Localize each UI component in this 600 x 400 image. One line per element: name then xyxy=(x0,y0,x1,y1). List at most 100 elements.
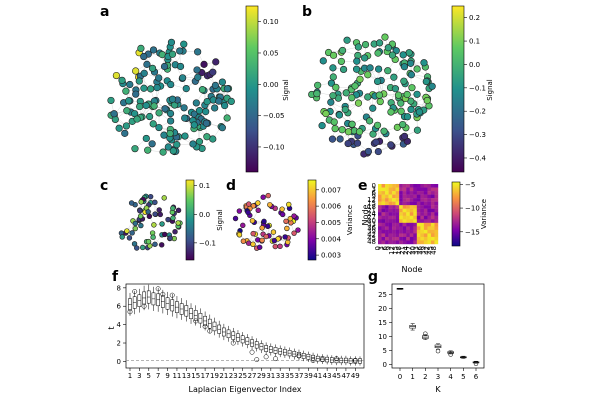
heatmap-cell xyxy=(427,205,432,209)
graph-node xyxy=(245,209,251,216)
outlier xyxy=(473,361,479,367)
heatmap-cell xyxy=(420,240,425,245)
heatmap-cell xyxy=(416,229,421,234)
graph-node xyxy=(286,201,292,208)
graph-node xyxy=(369,104,377,112)
xtick-label: 5 xyxy=(461,373,465,381)
heatmap-ytick: 27 xyxy=(367,214,376,222)
heatmap-cell xyxy=(416,236,421,241)
graph-node xyxy=(374,49,382,57)
graph-node xyxy=(327,79,336,87)
colorbar-e: Variance −5 −10 −15 xyxy=(451,181,488,247)
heatmap-cell xyxy=(430,187,435,192)
heatmap-cell xyxy=(416,208,421,213)
heatmap-cell xyxy=(409,194,414,199)
heatmap-cell xyxy=(423,215,428,220)
heatmap-cell xyxy=(427,215,432,220)
heatmap-e: 0369121518212427303336394245480369121518… xyxy=(367,182,438,255)
heatmap-cell xyxy=(423,184,428,188)
heatmap-cell xyxy=(392,233,396,238)
ytick-label: 0 xyxy=(117,358,121,366)
graph-node xyxy=(354,99,363,107)
heatmap-xtick: 42 xyxy=(423,246,431,255)
heatmap-cell xyxy=(385,222,389,227)
graph-node xyxy=(140,52,148,61)
graph-node xyxy=(160,131,168,139)
graph-node xyxy=(261,218,267,225)
xtick-label: 33 xyxy=(276,372,285,380)
heatmap-cell xyxy=(430,191,435,195)
heatmap-cell xyxy=(402,222,407,227)
graph-node xyxy=(168,50,177,58)
heatmap-cell xyxy=(423,198,428,202)
colorbar-tick-label: −0.4 xyxy=(469,154,487,162)
heatmap-cell xyxy=(434,205,439,209)
heatmap-cell xyxy=(388,236,393,241)
xtick-label: 19 xyxy=(210,372,219,380)
heatmap-cell xyxy=(430,194,435,199)
heatmap-cell xyxy=(385,201,389,206)
graph-node xyxy=(140,244,146,251)
heatmap-cell xyxy=(399,198,403,202)
heatmap-cell xyxy=(399,219,403,224)
heatmap-cell xyxy=(409,198,414,202)
heatmap-cell xyxy=(430,215,435,220)
graph-node xyxy=(335,111,344,119)
heatmap-cell xyxy=(420,233,425,238)
heatmap-xtick: 6 xyxy=(381,245,389,250)
heatmap-cell xyxy=(381,205,386,209)
graph-node xyxy=(372,138,380,146)
outlier xyxy=(423,331,428,336)
xtick-label: 41 xyxy=(313,372,322,380)
outlier xyxy=(310,358,316,363)
ytick-label: 8 xyxy=(117,284,121,292)
heatmap-xtick: 21 xyxy=(398,246,406,255)
heatmap-cell xyxy=(423,229,428,234)
heatmap-cell xyxy=(395,240,400,245)
graph-node xyxy=(194,48,202,56)
heatmap-cell xyxy=(409,226,414,231)
graph-node xyxy=(138,222,144,229)
graph-node xyxy=(283,218,289,224)
graph-node xyxy=(327,98,335,106)
heatmap-cell xyxy=(423,201,428,206)
graph-node xyxy=(148,140,156,148)
heatmap-cell xyxy=(434,212,439,216)
xtick-label: 21 xyxy=(219,372,228,380)
heatmap-ytick: 33 xyxy=(367,221,376,229)
graph-node xyxy=(384,67,392,75)
ytick-label: 6 xyxy=(117,303,122,311)
heatmap-cell xyxy=(399,215,403,220)
heatmap-cell xyxy=(420,219,425,224)
graph-node xyxy=(394,91,403,99)
heatmap-cell xyxy=(427,194,432,199)
heatmap-cell xyxy=(420,236,425,241)
graph-node xyxy=(157,211,163,218)
graph-node xyxy=(159,148,167,156)
heatmap-cell xyxy=(378,198,382,202)
outlier xyxy=(435,348,441,354)
heatmap-cell xyxy=(385,208,389,213)
heatmap-cell xyxy=(430,222,435,227)
heatmap-cell xyxy=(423,226,428,231)
heatmap-cell xyxy=(399,229,403,234)
heatmap-xtick: 27 xyxy=(406,246,414,255)
graph-node xyxy=(122,122,131,130)
graph-node xyxy=(164,143,172,151)
graph-node xyxy=(131,241,138,247)
graph-node xyxy=(260,194,266,200)
graph-node xyxy=(126,235,133,241)
outlier xyxy=(193,318,199,324)
heatmap-xtick: 3 xyxy=(377,246,385,250)
heatmap-cell xyxy=(381,229,386,234)
colorbar-b: Signal 0.2 0.1 0.0 −0.1 −0.2 −0.3 −0.4 xyxy=(451,5,494,173)
graph-node xyxy=(361,54,369,62)
heatmap-cell xyxy=(409,201,414,206)
graph-node xyxy=(413,126,422,134)
heatmap-cell xyxy=(434,222,439,227)
heatmap-cell xyxy=(434,226,439,231)
heatmap-ytick: 42 xyxy=(367,231,376,239)
graph-node xyxy=(180,104,188,112)
heatmap-cell xyxy=(378,226,382,231)
